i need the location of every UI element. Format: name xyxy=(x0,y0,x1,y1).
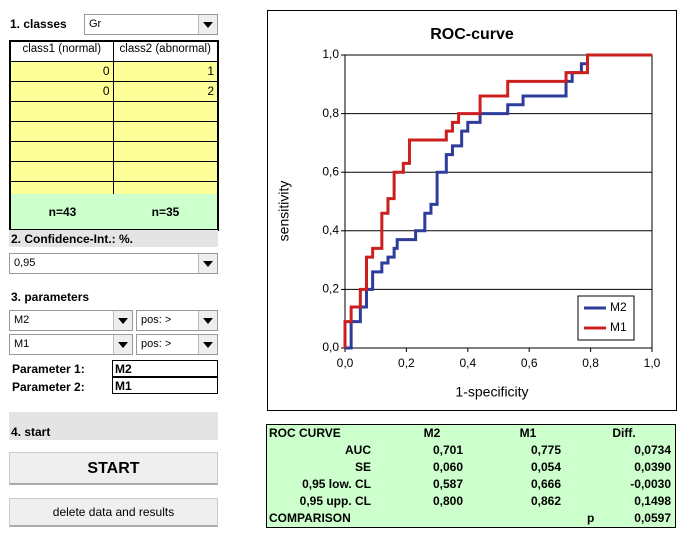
start-button[interactable]: START xyxy=(9,452,218,485)
count: n=43 xyxy=(48,204,77,219)
results-cell: 0,060 xyxy=(432,460,463,474)
y-tick-label: 0,8 xyxy=(322,106,339,120)
dropdown[interactable]: M2 xyxy=(9,310,133,331)
legend-box xyxy=(577,295,635,341)
results-cell: 0,95 low. CL xyxy=(302,477,371,491)
results-header: M1 xyxy=(519,426,537,440)
x-tick-label: 0,6 xyxy=(521,356,538,370)
results-cell: 0,775 xyxy=(530,443,561,457)
y-tick-label: 0,2 xyxy=(322,282,339,296)
param-value: M1 xyxy=(112,377,218,394)
table-row xyxy=(11,102,217,122)
table-cell: 1 xyxy=(113,62,217,82)
y-tick-label: 1,0 xyxy=(322,47,339,61)
results-table: ROC CURVE M2 M1 Diff. AUC 0,701 0,775 0,0734 SE 0… xyxy=(266,424,676,528)
legend-label: M2 xyxy=(610,300,627,314)
table-cell: 0 xyxy=(11,62,114,82)
dropdown-value: M2 xyxy=(14,314,30,326)
dropdown-value: M1 xyxy=(14,338,30,350)
results-cell: SE xyxy=(354,460,371,474)
table-cell: 2 xyxy=(113,82,217,102)
chart: ROC-curve sensitivity 1-specificity 0,0 0… xyxy=(267,10,677,411)
dropdown[interactable]: pos: > xyxy=(136,310,218,331)
results-cell: 0,666 xyxy=(530,477,561,491)
y-axis-label: sensitivity xyxy=(276,181,292,242)
table-row xyxy=(11,122,217,142)
results-cell: 0,0390 xyxy=(634,460,671,474)
results-cell: 0,1498 xyxy=(634,494,671,508)
dropdown[interactable]: pos: > xyxy=(136,334,218,355)
dropdown-value: pos: > xyxy=(141,314,172,326)
dropdown-value: Gr xyxy=(89,18,102,30)
results-cell: 0,0597 xyxy=(634,511,671,525)
dropdown[interactable]: Gr xyxy=(84,14,218,35)
x-tick-label: 0,0 xyxy=(337,356,354,370)
y-tick-label: 0,4 xyxy=(322,223,339,237)
results-cell: -0,0030 xyxy=(630,477,671,491)
results-cell: 0,95 upp. CL xyxy=(299,494,371,508)
table-header: class1 (normal) xyxy=(11,42,114,62)
chart-title: ROC-curve xyxy=(430,26,514,43)
roc-line xyxy=(345,53,652,350)
dropdown[interactable]: 0,95 xyxy=(9,253,218,274)
x-tick-label: 0,2 xyxy=(398,356,415,370)
section-label: 1. classes xyxy=(10,17,67,31)
section-label: 4. start xyxy=(9,412,218,440)
results-header: Diff. xyxy=(612,426,636,440)
x-tick-label: 0,4 xyxy=(459,356,476,370)
param-label: Parameter 2: xyxy=(12,380,85,394)
x-tick-label: 0,8 xyxy=(582,356,599,370)
dropdown[interactable]: M1 xyxy=(9,334,133,355)
roc-line xyxy=(343,53,652,348)
results-cell: 0,054 xyxy=(530,460,561,474)
results-header: M2 xyxy=(423,426,441,440)
results-cell: AUC xyxy=(345,443,371,457)
results-cell: 0,0734 xyxy=(634,443,671,457)
table-header: class2 (abnormal) xyxy=(113,42,217,62)
table-cell: 0 xyxy=(11,82,114,102)
results-cell: p xyxy=(587,511,595,525)
results-cell: 0,587 xyxy=(432,477,463,491)
count: n=35 xyxy=(151,204,180,219)
legend-label: M1 xyxy=(610,320,627,334)
x-tick-label: 1,0 xyxy=(644,356,661,370)
results-cell: COMPARISON xyxy=(269,511,351,525)
param-label: Parameter 1: xyxy=(12,362,85,376)
results-header: ROC CURVE xyxy=(269,426,341,440)
delete-button[interactable]: delete data and results xyxy=(9,498,218,527)
dropdown-value: 0,95 xyxy=(14,257,36,269)
results-cell: 0,701 xyxy=(432,443,463,457)
results-cell: 0,800 xyxy=(432,494,463,508)
section-label: 3. parameters xyxy=(9,288,218,306)
dropdown-value: pos: > xyxy=(141,338,172,350)
section-label: 2. Confidence-Int.: %. xyxy=(9,230,218,247)
count-row: n=43 n=35 xyxy=(11,194,217,229)
y-tick-label: 0,0 xyxy=(322,340,339,354)
x-axis-label: 1-specificity xyxy=(455,384,528,400)
param-value: M2 xyxy=(112,360,218,377)
table-row xyxy=(11,142,217,162)
results-cell: 0,862 xyxy=(530,494,561,508)
y-tick-label: 0,6 xyxy=(322,164,339,178)
table-row xyxy=(11,162,217,182)
